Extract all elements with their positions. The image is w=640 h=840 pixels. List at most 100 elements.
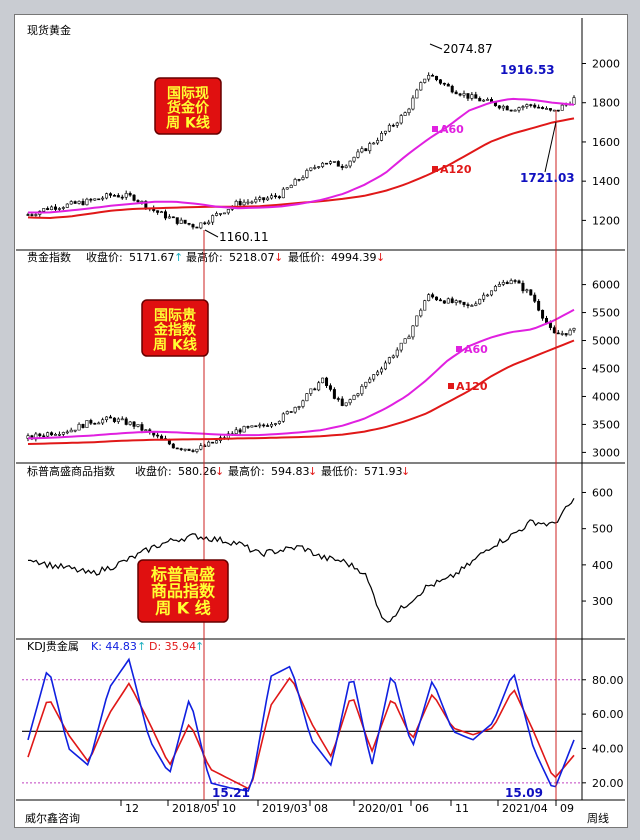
candle-body <box>226 209 230 214</box>
candle-body <box>254 199 258 203</box>
candle-body <box>57 208 61 210</box>
candle-body <box>505 282 509 285</box>
candle-body <box>517 280 521 284</box>
candle-body <box>356 393 360 396</box>
y-tick-label: 6000 <box>592 279 620 292</box>
ma-legend-label: A120 <box>440 163 472 176</box>
annotation-high: 2074.87 <box>443 42 493 56</box>
candle-body <box>352 395 356 400</box>
candle-body <box>348 399 352 404</box>
candle-body <box>89 420 93 424</box>
candle-body <box>61 432 65 435</box>
candle-body <box>132 421 136 427</box>
candle-body <box>525 104 529 107</box>
x-tick-label: 11 <box>455 802 469 815</box>
commodity-index-line <box>28 498 575 623</box>
y-tick-label: 3000 <box>592 446 620 459</box>
panel3-high-label: 最高价: <box>228 464 265 478</box>
footer-period-label: 周线 <box>587 811 609 825</box>
candle-body <box>179 219 183 224</box>
candle-body <box>273 423 277 425</box>
candle-body <box>199 445 203 450</box>
up-arrow-icon: ↑ <box>195 640 204 653</box>
badge-text: 国际贵 <box>154 307 196 324</box>
candle-body <box>187 222 191 225</box>
y-tick-label: 60.00 <box>592 708 624 721</box>
candle-body <box>509 109 513 112</box>
badge-text: 货金价 <box>166 100 210 117</box>
candle-body <box>446 83 450 87</box>
candle-body <box>317 382 321 391</box>
candle-body <box>207 441 211 447</box>
candle-body <box>187 448 191 451</box>
kdj-annotation-low: 15.09 <box>505 786 543 800</box>
candle-body <box>234 200 238 207</box>
candle-body <box>246 201 250 204</box>
x-tick-label: 2020/01 <box>358 802 404 815</box>
candle-body <box>360 386 364 395</box>
badge-text: 国际现 <box>167 86 209 102</box>
badge-text: 周 K 线 <box>155 598 211 617</box>
candle-body <box>438 299 442 302</box>
candle-body <box>93 422 97 425</box>
candle-body <box>497 105 501 109</box>
y-tick-label: 80.00 <box>592 674 624 687</box>
candle-body <box>403 338 407 344</box>
candle-body <box>462 93 466 96</box>
candle-body <box>97 422 101 425</box>
candle-body <box>423 78 427 83</box>
candle-body <box>242 426 246 433</box>
candle-body <box>26 214 30 216</box>
candle-body <box>132 194 136 201</box>
candle-body <box>466 304 470 306</box>
y-tick-label: 1400 <box>592 175 620 188</box>
candle-body <box>270 195 274 199</box>
title-badge <box>141 299 209 357</box>
candle-body <box>254 425 258 428</box>
candle-body <box>215 213 219 216</box>
candle-body <box>517 107 521 111</box>
candle-body <box>321 162 325 167</box>
ma60-line <box>28 97 575 214</box>
x-tick-label: 2018/05 <box>172 802 218 815</box>
candle-body <box>301 400 305 407</box>
candle-body <box>344 402 348 406</box>
candle-body <box>541 107 545 109</box>
ma120-line <box>27 339 575 445</box>
x-tick-label: 2019/03 <box>262 802 308 815</box>
panel3-close-value: 580.26 <box>178 465 217 478</box>
candle-body <box>46 208 50 210</box>
annotation-leader <box>204 229 219 238</box>
candle-body <box>427 294 431 301</box>
candle-body <box>77 201 81 204</box>
candle-body <box>497 284 501 287</box>
candle-body <box>297 179 301 181</box>
y-tick-label: 3500 <box>592 418 620 431</box>
candle-body <box>548 322 552 328</box>
candle-body <box>136 200 140 203</box>
candle-body <box>234 429 238 434</box>
candle-body <box>568 329 572 336</box>
candle-body <box>179 448 183 450</box>
candle-body <box>124 418 128 425</box>
y-tick-label: 300 <box>592 595 613 608</box>
candle-body <box>560 104 564 111</box>
candle-body <box>383 362 387 370</box>
candle-body <box>258 424 262 427</box>
candle-body <box>93 198 97 201</box>
candle-body <box>183 219 187 224</box>
candle-body <box>309 167 313 171</box>
candle-body <box>493 286 497 292</box>
down-arrow-icon: ↓ <box>274 251 283 264</box>
candle-body <box>411 325 415 338</box>
candle-body <box>218 213 222 215</box>
candle-body <box>175 217 179 224</box>
candle-body <box>50 206 54 210</box>
candle-body <box>112 417 116 422</box>
d-line <box>27 676 575 790</box>
candle-body <box>435 75 439 81</box>
candle-body <box>281 413 285 422</box>
y-tick-label: 4000 <box>592 390 620 403</box>
annotation-peak: 1916.53 <box>500 63 555 77</box>
candle-body <box>458 93 462 96</box>
